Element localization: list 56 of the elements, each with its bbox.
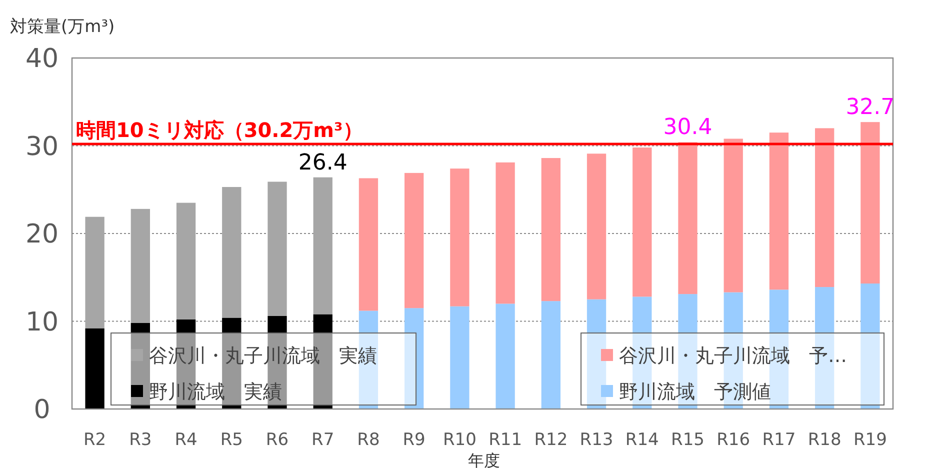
- bar: [176, 202, 196, 320]
- bar: [268, 182, 287, 316]
- bar: [769, 132, 789, 290]
- bar: [541, 158, 560, 302]
- x-tick-label: R6: [266, 430, 289, 450]
- y-tick-label: 0: [34, 395, 50, 425]
- x-tick-label: R15: [671, 430, 704, 450]
- legend-label: 野川流域 予測値: [619, 381, 771, 403]
- bar: [130, 208, 150, 324]
- bar: [586, 154, 606, 300]
- x-tick-label: R5: [220, 430, 243, 450]
- x-tick-label: R17: [762, 430, 796, 450]
- x-tick-label: R14: [625, 430, 659, 450]
- bar: [632, 148, 652, 297]
- bar: [678, 142, 698, 294]
- x-tick-label: R12: [534, 430, 568, 450]
- bar: [860, 284, 880, 409]
- bar: [496, 304, 515, 409]
- x-axis-title: 年度: [468, 451, 500, 468]
- x-tick-label: R19: [853, 430, 887, 450]
- total-label: 26.4: [298, 150, 348, 176]
- y-tick-label: 40: [25, 44, 59, 74]
- total-label: 30.4: [663, 115, 712, 140]
- x-tick-label: R2: [83, 430, 106, 450]
- x-tick-label: R4: [174, 430, 198, 450]
- x-tick-label: R8: [357, 430, 380, 450]
- x-tick-label: R13: [580, 430, 614, 450]
- bar: [724, 138, 743, 292]
- bar: [358, 310, 378, 409]
- x-tick-label: R10: [442, 430, 476, 450]
- bar: [496, 162, 515, 304]
- bar: [450, 168, 470, 306]
- bar: [85, 216, 104, 328]
- bar: [85, 328, 104, 409]
- y-tick-label: 10: [25, 307, 59, 338]
- total-label: 32.7: [846, 95, 895, 120]
- bar: [404, 172, 424, 308]
- bar: [404, 308, 424, 409]
- bar: [450, 306, 470, 409]
- bar: [860, 122, 880, 284]
- x-tick-label: R11: [488, 430, 522, 450]
- y-tick-label: 30: [25, 132, 59, 162]
- ref-line-label: 時間10ミリ対応（30.2万m³）: [76, 118, 363, 142]
- y-tick-label: 20: [25, 220, 59, 250]
- x-tick-label: R3: [129, 430, 152, 450]
- x-tick-label: R7: [312, 430, 334, 450]
- x-tick-label: R9: [402, 430, 426, 450]
- y-axis-title: 対策量(万m³): [10, 17, 115, 37]
- bar: [541, 301, 560, 409]
- x-tick-label: R16: [716, 430, 750, 450]
- bar: [815, 128, 834, 288]
- x-tick-label: R18: [808, 430, 842, 450]
- bar: [222, 186, 242, 318]
- bar: [358, 178, 378, 311]
- legend-label: 谷沢川・丸子川流域 予…: [619, 345, 847, 367]
- bar: [313, 177, 332, 314]
